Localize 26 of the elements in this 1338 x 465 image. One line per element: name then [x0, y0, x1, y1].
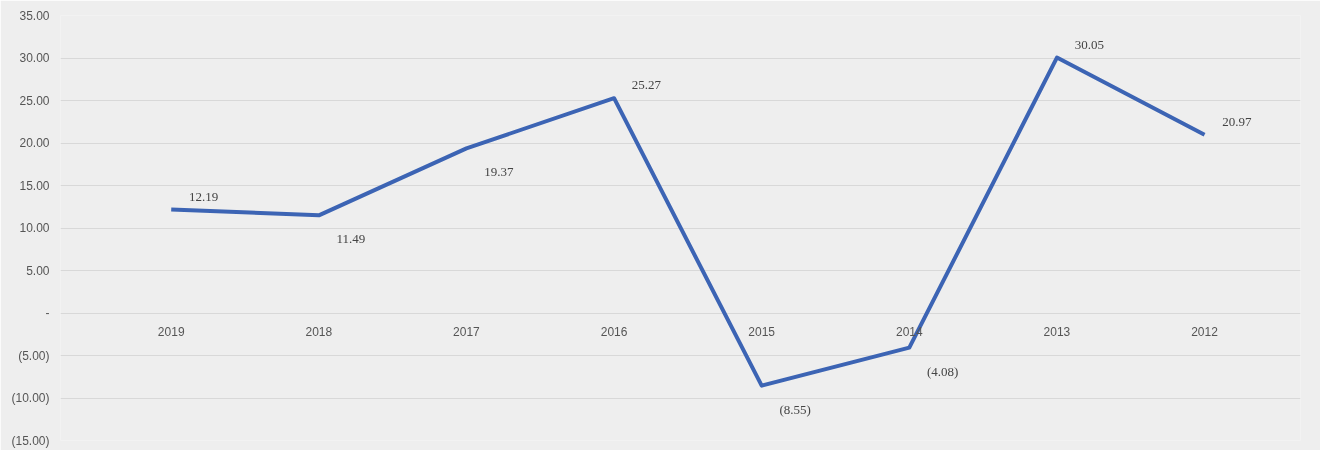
y-tick-label: 30.00 [19, 51, 50, 65]
text: 25.27 [631, 77, 662, 93]
y-tick-label: - [45, 306, 50, 320]
text: 12.19 [188, 188, 219, 204]
x-tick-label: 2012 [1191, 325, 1219, 339]
y-tick-label: 25.00 [19, 93, 50, 108]
text: (8.55) [779, 401, 811, 417]
x-tick-label: 2018 [305, 325, 333, 339]
x-tick-label: 2019 [157, 325, 185, 339]
text: (4.08) [927, 363, 959, 379]
x-tick-label: 2016 [600, 325, 628, 339]
y-tick-label: 15.00 [19, 178, 50, 193]
y-tick-label: (5.00) [18, 348, 50, 363]
text: 11.49 [336, 231, 366, 247]
y-tick-label: 10.00 [19, 221, 50, 235]
text: 20.97 [1222, 114, 1252, 130]
x-tick-label: 2013 [1043, 325, 1071, 339]
y-tick-label: (10.00) [11, 391, 50, 405]
text: 30.05 [1074, 36, 1104, 52]
y-tick-label: 5.00 [26, 263, 50, 278]
x-tick-label: 2015 [748, 325, 776, 339]
y-tick-label: 20.00 [19, 136, 50, 150]
x-tick-label: 2017 [453, 325, 481, 339]
y-tick-label: (15.00) [11, 433, 50, 448]
text: 19.37 [484, 164, 514, 180]
y-tick-label: 35.00 [19, 8, 50, 23]
